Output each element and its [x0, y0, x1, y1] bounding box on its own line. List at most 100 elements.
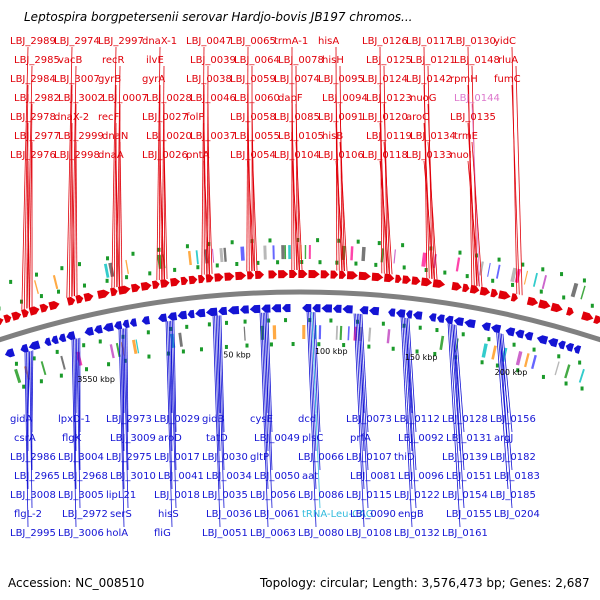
- reverse-gene-label[interactable]: LBJ_0128: [442, 414, 488, 425]
- forward-gene-label[interactable]: LBJ_0078: [278, 55, 324, 66]
- forward-gene-label[interactable]: ilvE: [146, 55, 164, 66]
- reverse-gene-label[interactable]: LBJ_0183: [494, 471, 540, 482]
- reverse-gene-label[interactable]: LBJ_2965: [14, 471, 60, 482]
- forward-gene-label[interactable]: LBJ_0060: [234, 93, 280, 104]
- reverse-gene-label[interactable]: LBJ_0080: [298, 528, 344, 539]
- forward-gene-label[interactable]: LBJ_0134: [410, 131, 456, 142]
- gene-labels-layer[interactable]: LBJ_2989 LBJ_2985 LBJ_2984 LBJ_2982 LBJ_2978…: [10, 36, 540, 539]
- forward-gene-label[interactable]: LBJ_0133: [406, 150, 452, 161]
- reverse-gene-label[interactable]: LBJ_0050: [254, 471, 300, 482]
- forward-gene-label[interactable]: LBJ_3002: [58, 93, 104, 104]
- reverse-gene-label[interactable]: LBJ_2995: [10, 528, 56, 539]
- reverse-gene-label[interactable]: LBJ_0056: [250, 490, 296, 501]
- forward-gene-label[interactable]: LBJ_0020: [146, 131, 192, 142]
- forward-gene-label[interactable]: LBJ_2989: [10, 36, 56, 47]
- reverse-gene-label[interactable]: LBJ_0092: [398, 433, 444, 444]
- forward-gene-label[interactable]: LBJ_0130: [450, 36, 496, 47]
- forward-gene-label[interactable]: LBJ_0026: [142, 150, 188, 161]
- reverse-gene-label[interactable]: lipL21: [106, 490, 136, 501]
- forward-gene-label[interactable]: LBJ_0039: [190, 55, 236, 66]
- forward-gene-label[interactable]: LBJ_0047: [186, 36, 232, 47]
- forward-gene-label[interactable]: LBJ_2999: [58, 131, 104, 142]
- forward-gene-label[interactable]: dapF: [278, 93, 303, 104]
- reverse-gene-label[interactable]: aat: [302, 471, 318, 482]
- reverse-gene-label[interactable]: LBJ_2968: [62, 471, 108, 482]
- forward-gene-label[interactable]: vacB: [58, 55, 83, 66]
- forward-gene-label[interactable]: LBJ_0064: [234, 55, 280, 66]
- reverse-gene-label[interactable]: serS: [110, 509, 132, 520]
- reverse-gene-label[interactable]: LBJ_3009: [110, 433, 156, 444]
- forward-gene-label[interactable]: LBJ_0028: [146, 93, 192, 104]
- forward-gene-label[interactable]: LBJ_0120: [362, 112, 408, 123]
- forward-gene-label[interactable]: LBJ_2998: [54, 150, 100, 161]
- forward-gene-label[interactable]: yidC: [494, 36, 516, 47]
- reverse-gene-label[interactable]: LBJ_0139: [442, 452, 488, 463]
- reverse-gene-label[interactable]: LBJ_0066: [298, 452, 344, 463]
- reverse-gene-label[interactable]: LBJ_0035: [202, 490, 248, 501]
- forward-gene-label[interactable]: dnaX-1: [142, 36, 177, 47]
- reverse-gene-label[interactable]: LBJ_0107: [346, 452, 392, 463]
- forward-gene-label[interactable]: LBJ_0027: [142, 112, 188, 123]
- forward-gene-label[interactable]: LBJ_0126: [362, 36, 408, 47]
- forward-gene-label[interactable]: LBJ_0144: [454, 93, 500, 104]
- reverse-gene-label[interactable]: gidA: [10, 414, 32, 425]
- forward-gene-label[interactable]: LBJ_0121: [410, 55, 456, 66]
- forward-gene-label[interactable]: dnaN: [102, 131, 128, 142]
- reverse-gene-label[interactable]: plsC: [302, 433, 323, 444]
- reverse-gene-label[interactable]: LBJ_0132: [394, 528, 440, 539]
- reverse-gene-label[interactable]: flgL-2: [14, 509, 42, 520]
- forward-gene-label[interactable]: LBJ_0148: [454, 55, 500, 66]
- forward-gene-label[interactable]: dnaX-2: [54, 112, 89, 123]
- forward-gene-label[interactable]: LBJ_0105: [278, 131, 324, 142]
- reverse-gene-label[interactable]: engB: [398, 509, 424, 520]
- forward-gene-label[interactable]: gyrB: [98, 74, 121, 85]
- forward-gene-label[interactable]: gyrA: [142, 74, 165, 85]
- forward-gene-label[interactable]: LBJ_0058: [230, 112, 276, 123]
- reverse-gene-label[interactable]: LBJ_3005: [58, 490, 104, 501]
- reverse-gene-label[interactable]: LBJ_0017: [154, 452, 200, 463]
- reverse-gene-label[interactable]: holA: [106, 528, 128, 539]
- forward-gene-label[interactable]: rpmH: [450, 74, 478, 85]
- forward-gene-label[interactable]: LBJ_0094: [322, 93, 368, 104]
- reverse-gene-label[interactable]: LBJ_0204: [494, 509, 540, 520]
- reverse-gene-label[interactable]: LBJ_3004: [58, 452, 104, 463]
- forward-gene-label[interactable]: LBJ_2985: [14, 55, 60, 66]
- reverse-gene-label[interactable]: LBJ_0018: [154, 490, 200, 501]
- reverse-gene-label[interactable]: csrA: [14, 433, 36, 444]
- forward-gene-label[interactable]: LBJ_0037: [190, 131, 236, 142]
- forward-gene-label[interactable]: LBJ_0085: [274, 112, 320, 123]
- forward-gene-label[interactable]: LBJ_0124: [362, 74, 408, 85]
- reverse-gene-label[interactable]: LBJ_0029: [154, 414, 200, 425]
- reverse-gene-label[interactable]: prfA: [350, 433, 371, 444]
- forward-gene-label[interactable]: LBJ_0091: [318, 112, 364, 123]
- reverse-gene-label[interactable]: LBJ_0115: [346, 490, 392, 501]
- reverse-gene-label[interactable]: LBJ_0034: [206, 471, 252, 482]
- reverse-gene-label[interactable]: LBJ_0154: [442, 490, 488, 501]
- reverse-gene-label[interactable]: LBJ_0030: [202, 452, 248, 463]
- reverse-gene-label[interactable]: LBJ_0182: [490, 452, 536, 463]
- reverse-gene-label[interactable]: dcd: [298, 414, 316, 425]
- forward-gene-label[interactable]: rluA: [498, 55, 518, 66]
- forward-gene-label[interactable]: LBJ_0055: [234, 131, 280, 142]
- reverse-gene-label[interactable]: LBJ_0036: [206, 509, 252, 520]
- reverse-gene-label[interactable]: fliG: [154, 528, 171, 539]
- forward-gene-label[interactable]: LBJ_3007: [54, 74, 100, 85]
- reverse-gene-label[interactable]: LBJ_0063: [250, 528, 296, 539]
- forward-gene-label[interactable]: LBJ_2984: [10, 74, 56, 85]
- reverse-gene-label[interactable]: LBJ_2972: [62, 509, 108, 520]
- forward-gene-label[interactable]: LBJ_0007: [102, 93, 148, 104]
- reverse-gene-label[interactable]: aroD: [158, 433, 182, 444]
- forward-gene-label[interactable]: LBJ_0142: [406, 74, 452, 85]
- reverse-gene-label[interactable]: gltP: [250, 452, 269, 463]
- forward-gene-label[interactable]: recF: [98, 112, 120, 123]
- reverse-gene-label[interactable]: LBJ_0131: [446, 433, 492, 444]
- reverse-gene-label[interactable]: LBJ_0081: [350, 471, 396, 482]
- forward-gene-label[interactable]: LBJ_0135: [450, 112, 496, 123]
- reverse-gene-label[interactable]: LBJ_0096: [398, 471, 444, 482]
- reverse-gene-label[interactable]: tatD: [206, 433, 228, 444]
- reverse-gene-label[interactable]: LBJ_0061: [254, 509, 300, 520]
- reverse-gene-label[interactable]: LBJ_0073: [346, 414, 392, 425]
- reverse-gene-label[interactable]: LBJ_0090: [350, 509, 396, 520]
- reverse-gene-label[interactable]: LBJ_0185: [490, 490, 536, 501]
- reverse-gene-label[interactable]: hisS: [158, 509, 179, 520]
